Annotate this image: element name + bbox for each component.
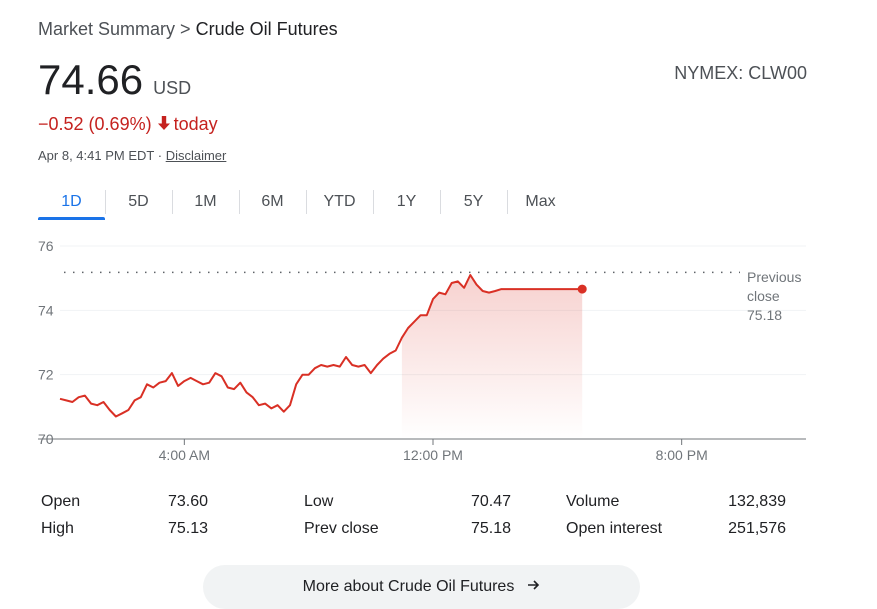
arrow-right-icon bbox=[528, 578, 540, 609]
stat-value-low: 70.47 bbox=[470, 493, 511, 510]
more-about-label: More about Crude Oil Futures bbox=[302, 578, 515, 595]
stat-value-open: 73.60 bbox=[167, 493, 208, 510]
stat-label-high: High bbox=[41, 520, 74, 537]
tab-range-1m[interactable]: 1M bbox=[172, 186, 239, 218]
tab-range-1y[interactable]: 1Y bbox=[373, 186, 440, 218]
y-tick-label-74: 74 bbox=[38, 302, 54, 318]
tab-range-1d[interactable]: 1D bbox=[38, 186, 105, 220]
previous-close-label-2: 75.18 bbox=[747, 307, 782, 323]
price-change: −0.52 (0.69%) today bbox=[38, 114, 218, 135]
price-line bbox=[59, 274, 583, 418]
stat-label-volume: Volume bbox=[566, 493, 620, 510]
previous-close-label-0: Previous bbox=[747, 269, 801, 285]
breadcrumb-current: Crude Oil Futures bbox=[195, 19, 338, 39]
disclaimer-link[interactable]: Disclaimer bbox=[165, 148, 227, 163]
more-about-button[interactable]: More about Crude Oil Futures bbox=[203, 565, 640, 609]
change-period: today bbox=[173, 114, 218, 134]
current-price: 74.66 bbox=[38, 56, 144, 103]
quote-timestamp: Apr 8, 4:41 PM EDT bbox=[38, 148, 155, 163]
x-tick-label-2: 8:00 PM bbox=[656, 447, 708, 463]
timestamp-separator: · bbox=[157, 148, 163, 163]
tab-range-5y[interactable]: 5Y bbox=[440, 186, 507, 218]
breadcrumb-separator: > bbox=[180, 19, 191, 39]
stat-value-high: 75.13 bbox=[167, 520, 208, 537]
last-price-marker bbox=[577, 284, 587, 294]
ticker-symbol: NYMEX: CLW00 bbox=[674, 63, 807, 83]
price-row: 74.66 USD bbox=[38, 56, 191, 104]
stat-value-volume: 132,839 bbox=[728, 493, 786, 510]
tab-range-6m[interactable]: 6M bbox=[239, 186, 306, 218]
stat-label-open-interest: Open interest bbox=[566, 520, 663, 537]
arrow-down-icon bbox=[157, 114, 170, 135]
tab-range-max[interactable]: Max bbox=[507, 186, 574, 218]
stat-label-open: Open bbox=[41, 493, 81, 510]
tab-range-5d[interactable]: 5D bbox=[105, 186, 172, 218]
breadcrumb-root[interactable]: Market Summary bbox=[38, 19, 176, 39]
tab-range-ytd[interactable]: YTD bbox=[306, 186, 373, 218]
stat-label-low: Low bbox=[304, 493, 334, 510]
y-tick-label-72: 72 bbox=[38, 367, 54, 383]
currency-label: USD bbox=[153, 78, 192, 98]
stat-value-open-interest: 251,576 bbox=[728, 520, 786, 537]
quote-timestamp-row: Apr 8, 4:41 PM EDT · Disclaimer bbox=[38, 148, 226, 163]
price-area-fill bbox=[401, 275, 583, 439]
breadcrumb: Market Summary > Crude Oil Futures bbox=[38, 19, 338, 40]
stat-label-prev-close: Prev close bbox=[304, 520, 379, 537]
previous-close-label-1: close bbox=[747, 288, 780, 304]
stat-value-prev-close: 75.18 bbox=[470, 520, 511, 537]
x-tick-label-0: 4:00 AM bbox=[159, 447, 210, 463]
x-tick-label-1: 12:00 PM bbox=[403, 447, 463, 463]
y-tick-label-76: 76 bbox=[38, 238, 54, 254]
change-value: −0.52 (0.69%) bbox=[38, 114, 152, 134]
range-tabs: 1D 5D 1M 6M YTD 1Y 5Y Max bbox=[38, 186, 574, 220]
